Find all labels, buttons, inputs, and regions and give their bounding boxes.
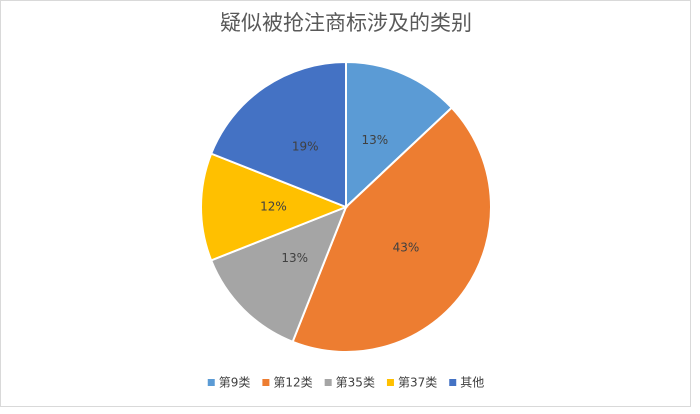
pie-slice [200, 152, 349, 262]
legend-swatch [386, 379, 394, 386]
legend: 第9类 第12类 第35类 第37类 其他 [207, 376, 484, 390]
pie-slice [209, 205, 348, 344]
legend-label: 第9类 [219, 376, 251, 390]
pie-slice [345, 60, 454, 210]
pie-slice [209, 60, 347, 209]
legend-label: 第12类 [273, 376, 312, 390]
legend-swatch [262, 379, 270, 386]
legend-swatch [449, 379, 457, 386]
legend-swatch [324, 379, 332, 386]
legend-label: 第37类 [398, 376, 437, 390]
data-label: 13% [361, 133, 388, 147]
legend-swatch [207, 379, 215, 386]
legend-label: 第35类 [336, 376, 375, 390]
data-label: 12% [260, 200, 287, 214]
data-label: 43% [393, 240, 420, 254]
data-label: 13% [281, 251, 308, 265]
pie-slice [291, 106, 492, 353]
data-label: 19% [292, 140, 319, 154]
chart-title: 疑似被抢注商标涉及的类别 [220, 11, 472, 35]
legend-label: 其他 [460, 376, 484, 390]
